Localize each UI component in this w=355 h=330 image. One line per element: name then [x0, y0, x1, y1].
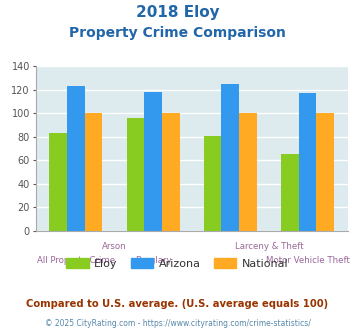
Bar [127, 118, 144, 231]
Text: Property Crime Comparison: Property Crime Comparison [69, 26, 286, 40]
Bar [299, 93, 316, 231]
Bar [222, 84, 239, 231]
Text: Compared to U.S. average. (U.S. average equals 100): Compared to U.S. average. (U.S. average … [26, 299, 329, 309]
Text: © 2025 CityRating.com - https://www.cityrating.com/crime-statistics/: © 2025 CityRating.com - https://www.city… [45, 319, 310, 328]
Bar [204, 136, 222, 231]
Text: All Property Crime: All Property Crime [37, 256, 115, 265]
Text: Larceny & Theft: Larceny & Theft [235, 242, 303, 251]
Bar [49, 133, 67, 231]
Bar [67, 86, 85, 231]
Legend: Eloy, Arizona, National: Eloy, Arizona, National [62, 254, 293, 273]
Bar [85, 113, 102, 231]
Bar [239, 113, 257, 231]
Bar [162, 113, 180, 231]
Text: 2018 Eloy: 2018 Eloy [136, 5, 219, 20]
Bar [281, 154, 299, 231]
Text: Arson: Arson [102, 242, 127, 251]
Text: Motor Vehicle Theft: Motor Vehicle Theft [266, 256, 349, 265]
Bar [144, 92, 162, 231]
Bar [316, 113, 334, 231]
Text: Burglary: Burglary [135, 256, 171, 265]
